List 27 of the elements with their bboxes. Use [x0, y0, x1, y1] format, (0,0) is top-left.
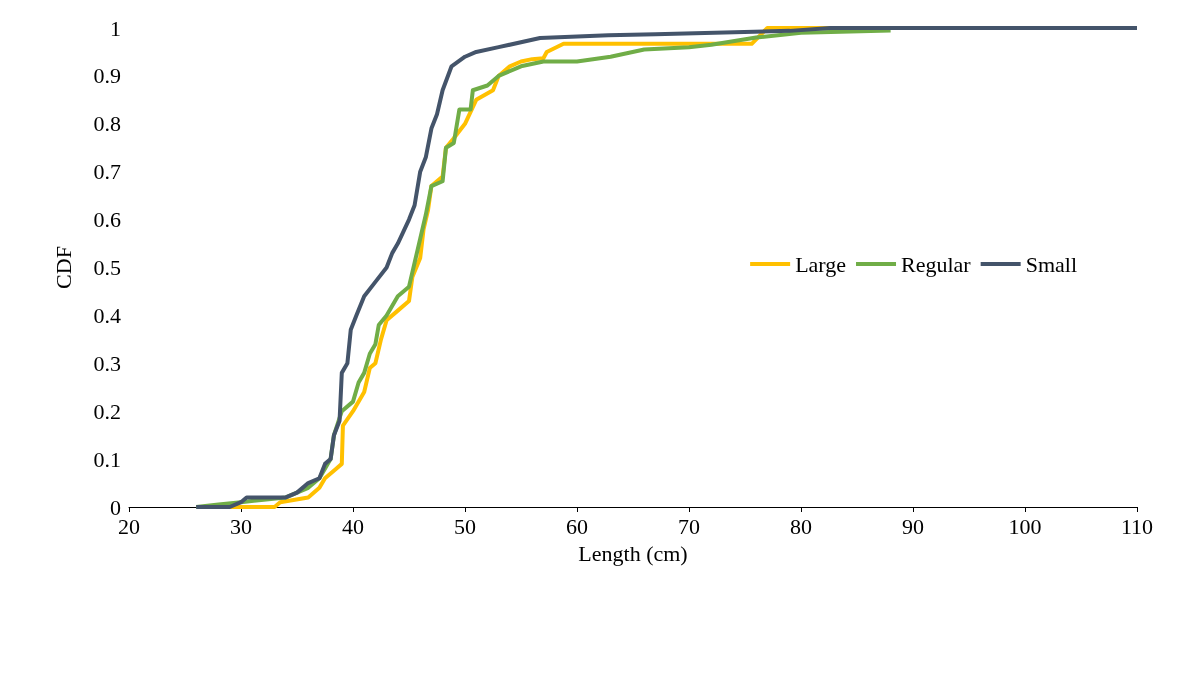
legend-label: Large	[795, 251, 847, 277]
y-tick-label: 0.4	[93, 302, 121, 328]
x-tick-label: 50	[454, 513, 476, 539]
y-tick-label: 0.2	[93, 398, 121, 424]
y-tick-label: 0.9	[93, 63, 121, 89]
legend-label: Regular	[901, 251, 972, 277]
x-tick-label: 70	[678, 513, 700, 539]
line-series	[194, 26, 1139, 509]
x-axis-title: Length (cm)	[578, 540, 688, 566]
y-tick-label: 0.1	[93, 446, 121, 472]
y-tick-label: 0.5	[93, 255, 121, 280]
x-tick-label: 20	[118, 513, 140, 539]
x-tick-label: 100	[1008, 513, 1042, 539]
y-axis-title: CDF	[50, 246, 76, 289]
x-tick-label: 110	[1120, 513, 1154, 539]
y-tick-label: 0.7	[93, 159, 121, 185]
y-tick-label: 0.6	[93, 207, 121, 233]
x-tick-label: 60	[566, 513, 588, 539]
y-tick-label: 0.8	[93, 111, 121, 137]
x-tick-label: 30	[230, 513, 252, 539]
y-tick-label: 0.3	[93, 350, 121, 376]
x-tick-label: 90	[902, 513, 924, 539]
y-tick-label: 0	[110, 494, 121, 520]
y-tick-label: 1	[110, 15, 121, 41]
x-tick-label: 40	[342, 513, 364, 539]
legend-label: Small	[1025, 251, 1078, 277]
x-tick-label: 80	[790, 513, 812, 539]
